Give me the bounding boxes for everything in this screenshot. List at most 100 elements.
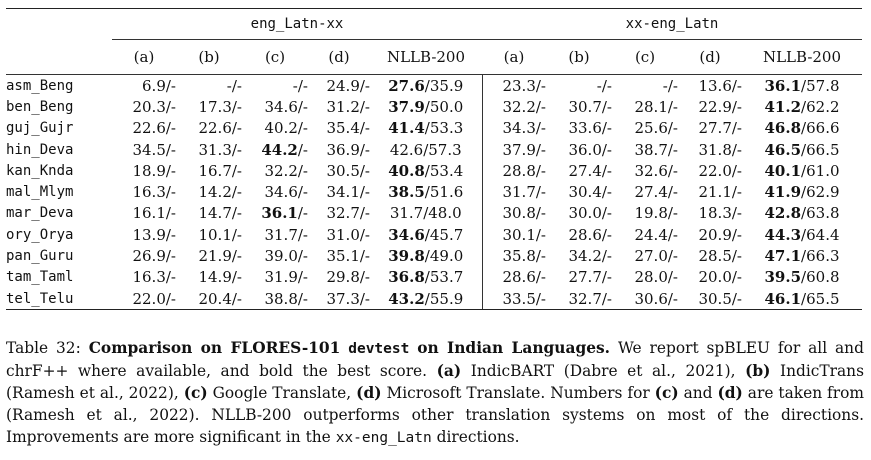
col-header-b: (b) [546,39,612,75]
score-cell: 34.5/- [132,140,176,159]
score-cell: 14.2/- [198,183,242,202]
score-cell: 34.6/- [264,183,308,202]
col-header-b: (b) [176,39,242,75]
table-row: ben_Beng 20.3/- 17.3/- 34.6/- 31.2/- 37.9/50.… [6,96,862,118]
caption-text: are taken from (Ramesh et al., 2022). NL… [6,384,864,446]
caption-text: IndicBART (Dabre et al., 2021), [470,362,736,380]
caption-text: IndicTrans (Ramesh et al., 2022), [6,362,864,402]
score-cell: 28.8/- [502,161,546,180]
caption-key-c: (c) [654,384,679,402]
score-cell: 46.5/66.5 [764,140,840,159]
score-cell: 47.1/66.3 [764,247,840,266]
score-cell: 10.1/- [198,225,242,244]
language-code: tam_Taml [6,269,74,286]
score-cell: 30.4/- [568,183,612,202]
caption-key-d: (d) [717,384,743,402]
score-cell: 26.9/- [132,247,176,266]
score-cell: 19.8/- [634,204,678,223]
score-cell: 28.6/- [502,268,546,287]
score-cell: 31.7/- [502,183,546,202]
score-cell: 34.3/- [502,119,546,138]
score-cell: 28.0/- [634,268,678,287]
score-cell: 28.5/- [698,247,742,266]
caption-text: We report spBLEU for all and chrF++ wher… [6,339,864,380]
score-cell: -/- [662,76,678,95]
score-cell: 30.1/- [502,225,546,244]
score-cell: 36.1/- [261,204,308,223]
score-cell: 34.1/- [326,183,370,202]
score-cell: 28.1/- [634,97,678,116]
score-cell: 44.3/64.4 [764,225,840,244]
caption-key-c: (c) [183,384,208,402]
group-header-eng-xx: eng_Latn-xx [112,9,482,40]
col-header-c: (c) [242,39,308,75]
score-cell: 31.0/- [326,225,370,244]
score-cell: 18.3/- [698,204,742,223]
score-cell: 36.1/57.8 [764,76,840,95]
caption-text: directions. [436,428,520,446]
score-cell: 35.1/- [326,247,370,266]
table-row: tam_Taml 16.3/- 14.9/- 31.9/- 29.8/- 36.8/53.… [6,266,862,288]
caption-title-code: devtest [348,341,410,357]
score-cell: 21.1/- [698,183,742,202]
language-code: mal_Mlym [6,184,74,201]
results-table: eng_Latn-xx xx-eng_Latn (a) (b) (c) (d) … [6,8,862,311]
score-cell: 22.0/- [698,161,742,180]
score-cell: 16.3/- [132,183,176,202]
score-cell: 16.3/- [132,268,176,287]
score-cell: 32.2/- [502,97,546,116]
score-cell: 40.1/61.0 [764,161,840,180]
table-row: guj_Gujr 22.6/- 22.6/- 40.2/- 35.4/- 41.4/53.… [6,117,862,139]
caption-text: Microsoft Translate. Numbers for [386,384,650,402]
score-cell: -/- [292,76,308,95]
col-header-a: (a) [482,39,546,75]
score-cell: 33.6/- [568,119,612,138]
table-row: pan_Guru 26.9/- 21.9/- 39.0/- 35.1/- 39.8/49.… [6,245,862,267]
score-cell: 13.6/- [698,76,742,95]
language-code: ben_Beng [6,98,74,115]
score-cell: 36.8/53.7 [370,266,483,288]
score-cell: 31.2/- [326,97,370,116]
score-cell: 39.5/60.8 [764,268,840,287]
score-cell: 34.2/- [568,247,612,266]
score-cell: 31.7/48.0 [370,202,483,225]
table-row: mar_Deva 16.1/- 14.7/- 36.1/- 32.7/- 31.7/48.… [6,202,862,225]
score-cell: 46.1/65.5 [742,287,862,311]
score-cell: 22.0/- [112,287,176,311]
score-cell: 35.4/- [326,119,370,138]
score-cell: 41.4/53.3 [370,117,483,139]
score-cell: 32.7/- [326,204,370,223]
caption-code: xx-eng_Latn [335,430,432,446]
score-cell: 32.7/- [546,287,612,311]
score-cell: 28.6/- [568,225,612,244]
col-header-nllb: NLLB-200 [370,39,482,75]
score-cell: 20.3/- [132,97,176,116]
score-cell: 30.5/- [326,161,370,180]
score-cell: 27.4/- [634,183,678,202]
score-cell: 27.7/- [698,119,742,138]
language-code: pan_Guru [6,248,74,265]
score-cell: 27.0/- [634,247,678,266]
score-cell: 20.9/- [698,225,742,244]
caption-title: Comparison on FLORES-101 [88,339,341,357]
caption-text: Google Translate, [212,384,352,402]
score-cell: 27.7/- [568,268,612,287]
score-cell: 22.9/- [698,97,742,116]
score-cell: 22.6/- [132,119,176,138]
table-row: ory_Orya 13.9/- 10.1/- 31.7/- 31.0/- 34.6/45.… [6,224,862,246]
score-cell: 6.9/- [142,76,176,95]
score-cell: 37.9/50.0 [370,96,483,118]
score-cell: 30.8/- [502,204,546,223]
score-cell: 24.4/- [634,225,678,244]
score-cell: 40.2/- [264,119,308,138]
col-header-d: (d) [308,39,370,75]
score-cell: 27.4/- [568,161,612,180]
score-cell: 31.8/- [698,140,742,159]
column-header-row: (a) (b) (c) (d) NLLB-200 (a) (b) (c) (d)… [6,39,862,75]
group-header-row: eng_Latn-xx xx-eng_Latn [6,9,862,40]
score-cell: 36.9/- [326,140,370,159]
score-cell: 44.2/- [261,140,308,159]
score-cell: 32.6/- [634,161,678,180]
col-header-a: (a) [112,39,176,75]
score-cell: 36.0/- [568,140,612,159]
